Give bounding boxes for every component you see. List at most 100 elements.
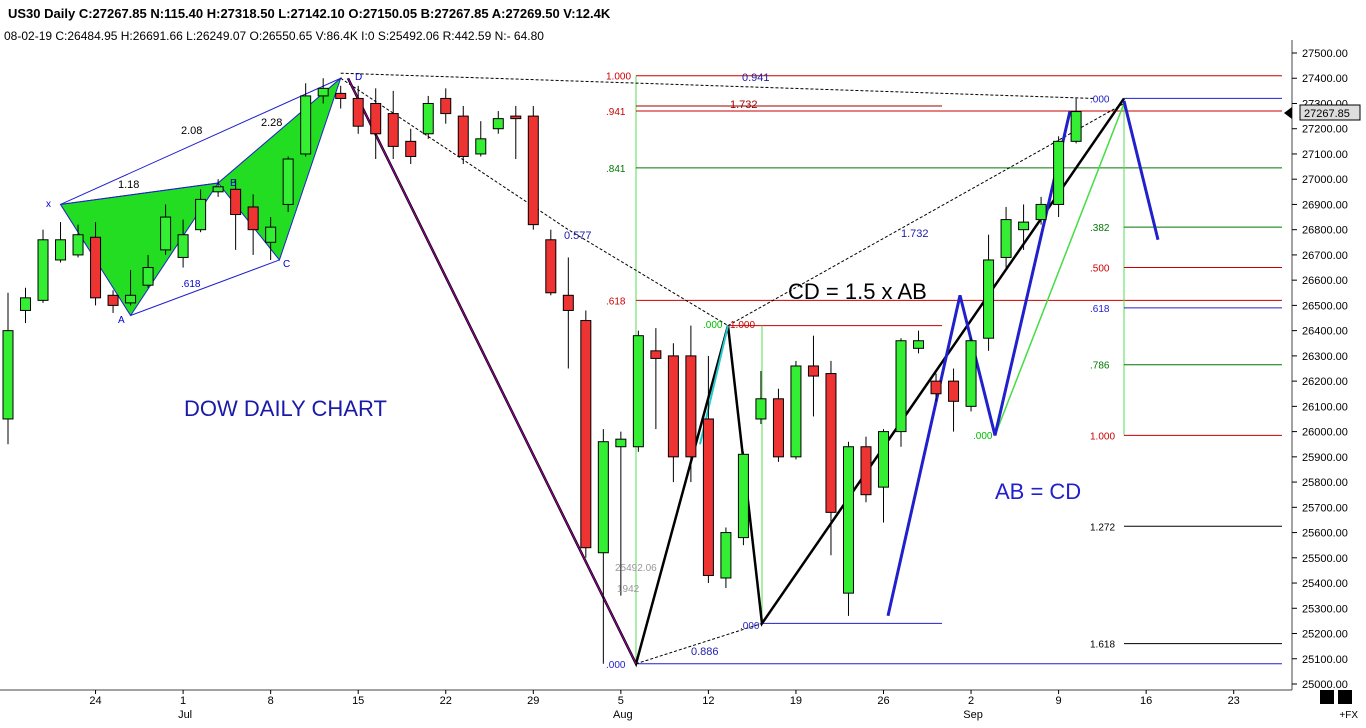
fib-right-label-0: .000 bbox=[1090, 94, 1110, 105]
candle-body-45 bbox=[790, 365, 802, 458]
y-tick-label-13: 26200.00 bbox=[1302, 376, 1348, 388]
y-tick-label-9: 26600.00 bbox=[1302, 275, 1348, 287]
candle-body-44 bbox=[772, 398, 784, 458]
ratio-118: 1.18 bbox=[118, 179, 139, 191]
cd-annotation: CD = 1.5 x AB bbox=[788, 279, 927, 304]
candle-body-12 bbox=[212, 186, 224, 193]
x-tick-label-7: 12 bbox=[702, 695, 714, 707]
x-tick-label-6: 5 bbox=[618, 695, 624, 707]
scroll-controls[interactable] bbox=[1320, 690, 1356, 704]
y-tick-label-6: 26900.00 bbox=[1302, 199, 1348, 211]
y-tick-label-3: 27200.00 bbox=[1302, 124, 1348, 136]
candle-body-55 bbox=[965, 340, 977, 407]
candle-body-39 bbox=[685, 355, 697, 458]
harmonic-x-label: x bbox=[46, 199, 51, 210]
candle-body-46 bbox=[807, 365, 819, 377]
fib-right-label-2: .500 bbox=[1090, 264, 1110, 275]
candle-body-23 bbox=[405, 140, 417, 157]
candle-body-2 bbox=[37, 239, 49, 301]
trend-zigzag-black bbox=[346, 77, 1126, 668]
y-tick-label-17: 25800.00 bbox=[1302, 477, 1348, 489]
harmonic-b-label: B bbox=[230, 178, 237, 189]
candle-body-18 bbox=[317, 87, 329, 97]
candle-body-28 bbox=[492, 118, 504, 130]
candle-body-36 bbox=[632, 335, 644, 448]
candle-body-58 bbox=[1018, 221, 1030, 231]
ratio-0577: 0.577 bbox=[564, 230, 592, 242]
label-000-green-sep: .000 bbox=[973, 431, 993, 442]
candle-body-8 bbox=[142, 267, 154, 286]
x-tick-label-3: 15 bbox=[352, 695, 364, 707]
candle-body-33 bbox=[580, 320, 592, 549]
y-tick-label-18: 25700.00 bbox=[1302, 502, 1348, 514]
candle-body-22 bbox=[387, 113, 399, 147]
ratio-1732-mid: 1.732 bbox=[901, 228, 929, 240]
candle-body-31 bbox=[545, 239, 557, 294]
candle-body-21 bbox=[370, 102, 382, 135]
harmonic-xb-line bbox=[60, 182, 219, 205]
y-tick-label-15: 26000.00 bbox=[1302, 427, 1348, 439]
candle-body-60 bbox=[1053, 140, 1065, 205]
chart-title-annotation: DOW DAILY CHART bbox=[184, 396, 387, 421]
x-tick-label-11: 9 bbox=[1056, 695, 1062, 707]
y-tick-label-8: 26700.00 bbox=[1302, 250, 1348, 262]
candle-body-52 bbox=[913, 340, 925, 349]
candle-body-20 bbox=[352, 97, 364, 127]
candle-body-4 bbox=[72, 234, 84, 256]
y-tick-label-1: 27400.00 bbox=[1302, 73, 1348, 85]
candle-body-42 bbox=[737, 453, 749, 539]
candle-body-50 bbox=[878, 431, 889, 488]
fib-right-label-6: 1.272 bbox=[1090, 522, 1115, 533]
fx-button[interactable]: +FX bbox=[1339, 710, 1358, 721]
candle-body-10 bbox=[177, 234, 189, 258]
candle-body-26 bbox=[457, 115, 469, 157]
candle-body-14 bbox=[247, 206, 259, 231]
candle-body-37 bbox=[650, 350, 662, 359]
candle-body-29 bbox=[510, 115, 522, 120]
y-tick-label-23: 25200.00 bbox=[1302, 629, 1348, 641]
x-tick-label-9: 26 bbox=[877, 695, 889, 707]
label-000-green: .000 bbox=[703, 320, 723, 331]
y-tick-label-22: 25300.00 bbox=[1302, 603, 1348, 615]
harmonic-d-label: D bbox=[355, 72, 362, 83]
y-tick-label-7: 26800.00 bbox=[1302, 225, 1348, 237]
header-ohlc: US30 Daily C:27267.85 N:115.40 H:27318.5… bbox=[8, 6, 611, 21]
candle-body-38 bbox=[667, 355, 679, 458]
label-000-blue: .000 bbox=[740, 621, 760, 632]
projection-blue-line bbox=[1122, 100, 1160, 241]
ratio-618: .618 bbox=[181, 279, 201, 290]
dashed-left-path bbox=[340, 77, 729, 327]
side-label-2: 1942 bbox=[617, 584, 640, 595]
dashed-right-path bbox=[727, 103, 1125, 327]
candle-body-34 bbox=[597, 441, 609, 554]
candle-body-53 bbox=[930, 380, 942, 395]
x-tick-label-5: 29 bbox=[527, 695, 539, 707]
candle-body-13 bbox=[230, 188, 242, 216]
candle-body-6 bbox=[107, 294, 119, 306]
y-tick-label-16: 25900.00 bbox=[1302, 452, 1348, 464]
x-tick-label-12: 16 bbox=[1140, 695, 1152, 707]
abcd-blue-zigzag bbox=[886, 110, 1072, 617]
x-month-label-1: Jul bbox=[178, 709, 192, 721]
harmonic-xab-fill bbox=[59, 182, 220, 317]
candle-body-41 bbox=[720, 532, 732, 579]
y-tick-label-21: 25400.00 bbox=[1302, 578, 1348, 590]
x-tick-label-4: 22 bbox=[440, 695, 452, 707]
fib-right-label-1: .382 bbox=[1090, 223, 1110, 234]
candle-body-48 bbox=[842, 446, 854, 594]
x-month-label-10: Sep bbox=[963, 709, 983, 721]
candle-body-9 bbox=[160, 216, 172, 251]
ratio-0941: 0.941 bbox=[742, 72, 770, 84]
fib-left-label-1: .941 bbox=[606, 107, 626, 118]
y-tick-label-14: 26100.00 bbox=[1302, 401, 1348, 413]
candle-body-43 bbox=[755, 398, 767, 420]
y-tick-label-25: 25000.00 bbox=[1302, 679, 1348, 691]
candle-body-57 bbox=[1000, 219, 1012, 258]
candle-body-15 bbox=[265, 226, 277, 243]
current-price-tag: 27267.85 bbox=[1284, 104, 1361, 121]
candle-body-32 bbox=[562, 294, 574, 311]
x-tick-label-8: 19 bbox=[790, 695, 802, 707]
fib-left-label-3: .618 bbox=[606, 296, 626, 307]
x-tick-label-1: 1 bbox=[180, 695, 186, 707]
